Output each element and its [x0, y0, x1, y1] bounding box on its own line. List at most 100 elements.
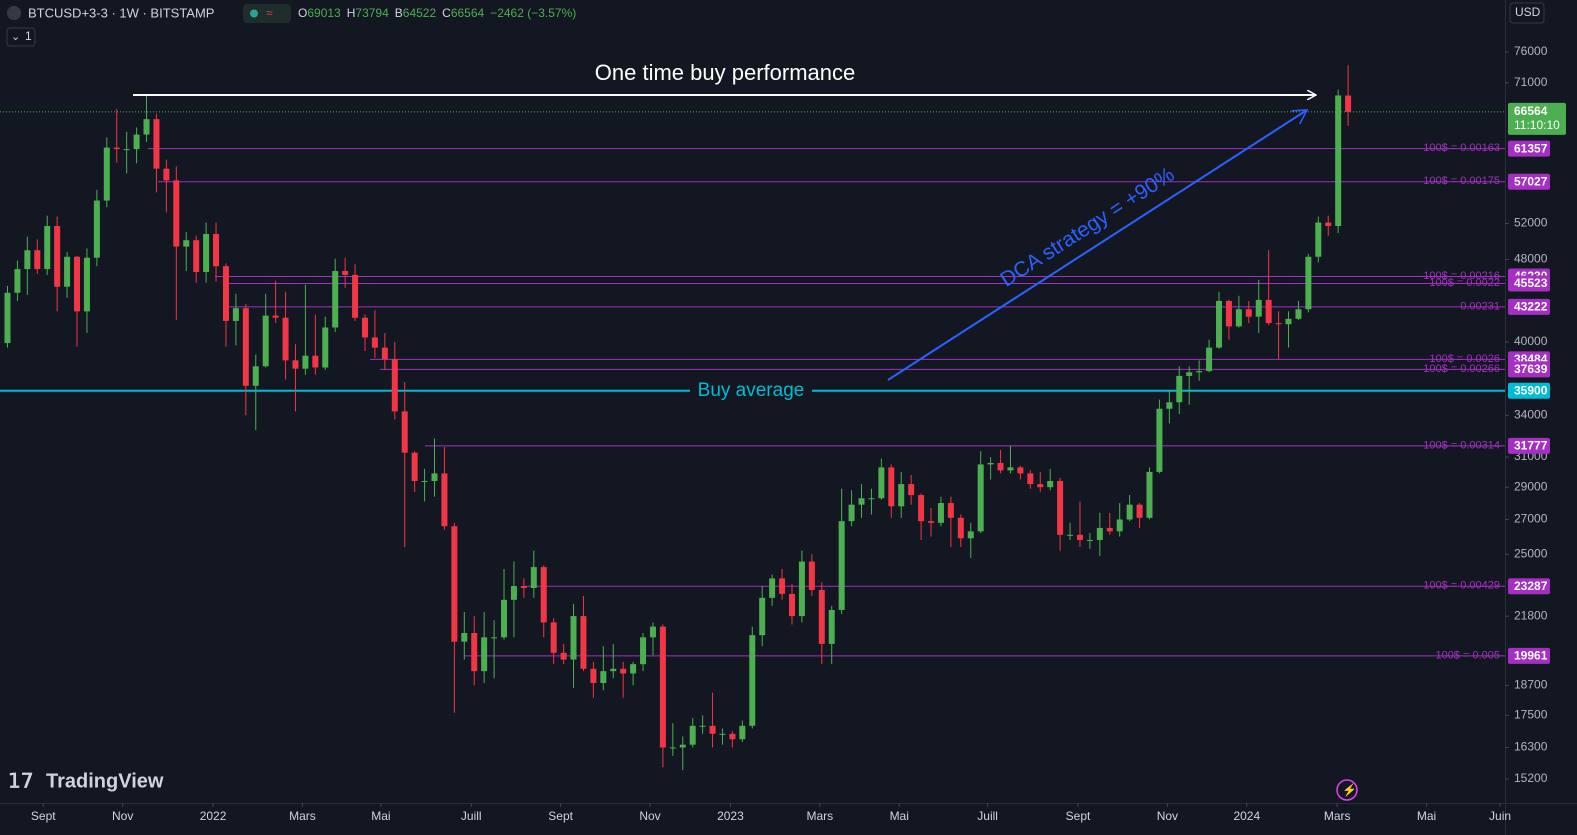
candle-body [282, 317, 289, 361]
x-tick-label: Mai [890, 809, 909, 823]
level-label: 100$ = 0.00163 [1423, 142, 1500, 154]
status-pill[interactable] [243, 4, 291, 23]
level-label: 0.00231 [1460, 300, 1500, 312]
candle-body [183, 240, 190, 247]
candle-body [590, 668, 597, 683]
level-price-tag: 31777 [1514, 439, 1548, 453]
x-tick-label: Juin [1489, 809, 1511, 823]
ohlc-label: H [347, 6, 356, 20]
candle-body [1235, 309, 1242, 327]
candle-body [1295, 309, 1302, 319]
candle-body [203, 233, 210, 272]
candle-body [1146, 471, 1153, 518]
candle-body [530, 567, 537, 588]
level-price-tag-bg [1508, 437, 1550, 454]
level-label: 100$ = 0.00216 [1423, 270, 1500, 282]
candle-body [918, 495, 925, 522]
candle-body [1116, 519, 1123, 532]
candle-body [600, 671, 607, 683]
candle-body [242, 308, 249, 386]
candle-body [1156, 408, 1163, 472]
candle-body [908, 484, 915, 496]
symbol-title[interactable]: BTCUSD+3-3 · 1W · BITSTAMP [28, 5, 214, 20]
y-tick-label: 16300 [1514, 740, 1548, 754]
currency-box[interactable] [1509, 2, 1545, 24]
level-label: 100$ = 0.00175 [1423, 175, 1500, 187]
candle-body [560, 652, 567, 660]
x-tick-label: 2022 [200, 809, 227, 823]
candle-body [1275, 323, 1282, 325]
candle-body [1186, 372, 1193, 376]
x-tick-label: 2024 [1233, 809, 1260, 823]
x-tick-label: Mars [1324, 809, 1351, 823]
level-price-tag: 23287 [1514, 579, 1548, 593]
candle-body [888, 467, 895, 507]
candle-body [272, 315, 279, 318]
candle-body [1315, 222, 1322, 257]
candle-body [401, 411, 408, 453]
level-price-tag-bg [1508, 298, 1550, 315]
candle-body [332, 271, 339, 328]
candle-body [1265, 299, 1272, 324]
candle-body [411, 452, 418, 482]
candle-body [679, 744, 686, 748]
x-tick-label: Juill [461, 809, 482, 823]
candle-body [997, 462, 1004, 471]
ohlc-label: B [395, 6, 403, 20]
symbol-icon [7, 6, 21, 20]
level-label: 100$ = 0.0026 [1429, 353, 1500, 365]
x-tick-label: Sept [1066, 809, 1091, 823]
ohlc-value: 66564 [451, 6, 485, 20]
candle-body [858, 498, 865, 505]
y-tick-label: 52000 [1514, 216, 1548, 230]
one-time-label: One time buy performance [595, 60, 855, 85]
candle-body [103, 147, 110, 201]
pane-toggle[interactable] [6, 27, 36, 47]
candle-body [848, 504, 855, 522]
candle-body [759, 597, 766, 636]
candle-body [1037, 484, 1044, 488]
candle-body [898, 484, 905, 507]
candle-body [798, 561, 805, 617]
level-price-tag-bg [1508, 173, 1550, 190]
candle-body [163, 168, 170, 181]
candle-body [1206, 347, 1213, 372]
candle-body [173, 180, 180, 247]
candle-body [471, 633, 478, 672]
candle-body [1345, 95, 1352, 112]
candle-body [977, 464, 984, 532]
x-tick-label: Sept [31, 809, 56, 823]
candle-body [1106, 527, 1113, 532]
currency: USD [1515, 5, 1541, 19]
candle-body [1136, 504, 1143, 518]
x-tick-label: Mai [371, 809, 390, 823]
alert-icon[interactable] [1336, 779, 1358, 801]
candle-body [779, 578, 786, 594]
candle-body [580, 616, 587, 669]
candle-body [461, 633, 468, 642]
candle-body [1027, 473, 1034, 485]
candle-body [689, 725, 696, 745]
buy-average-tag-bg [1508, 382, 1550, 399]
candle-body [659, 626, 666, 748]
dca-arrow [887, 109, 1307, 381]
candle-body [1305, 256, 1312, 310]
candle-body [222, 266, 229, 321]
candle-body [501, 599, 508, 638]
candle-body [828, 609, 835, 644]
candle-body [620, 668, 627, 674]
candle-body [1325, 222, 1332, 227]
candle-body [570, 616, 577, 660]
y-tick-label: 76000 [1514, 44, 1548, 58]
candle-body [1285, 318, 1292, 325]
candle-body [441, 473, 448, 527]
ohlc-values: O69013 H73794 B64522 C66564 −2462 (−3.57%) [298, 6, 576, 20]
candle-body [1096, 527, 1103, 541]
candle-body [421, 481, 428, 483]
level-price-tag-bg [1508, 647, 1550, 664]
change: −2462 (−3.57%) [490, 6, 576, 20]
y-tick-label: 48000 [1514, 252, 1548, 266]
candle-body [1245, 309, 1252, 317]
candle-body [312, 355, 319, 368]
